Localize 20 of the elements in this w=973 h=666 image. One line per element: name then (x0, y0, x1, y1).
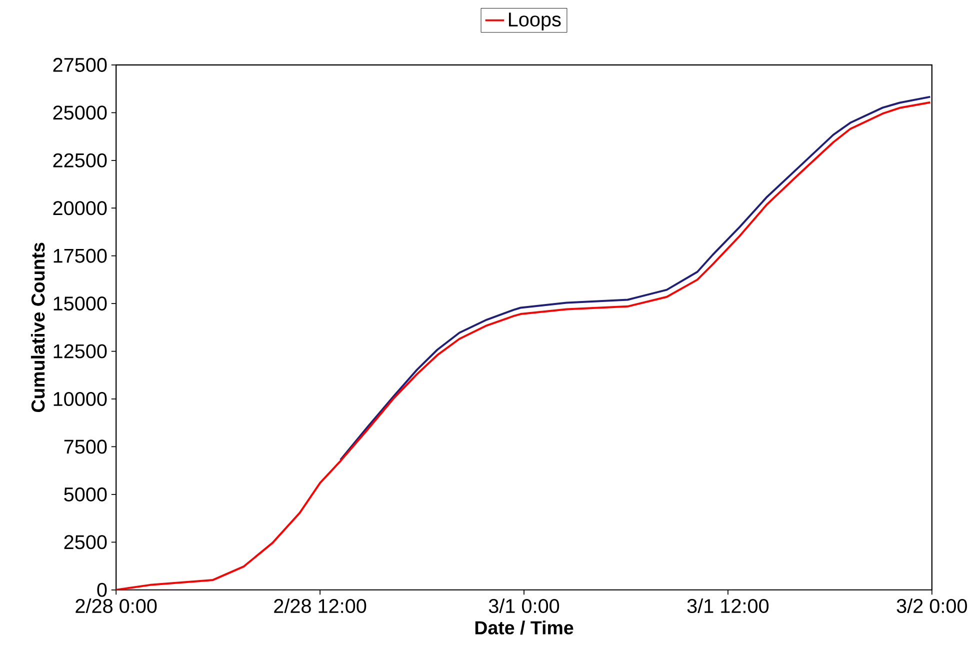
y-tick-label: 0 (97, 582, 107, 597)
y-tick-label: 27500 (53, 58, 107, 72)
y-tick-label: 20000 (53, 201, 107, 216)
x-tick-label: 2/28 12:00 (274, 598, 366, 614)
x-tick-label: 3/2 0:00 (896, 598, 967, 614)
x-tick-label: 3/1 0:00 (488, 598, 560, 614)
x-tick-label: 3/1 12:00 (687, 598, 769, 614)
y-axis-title: Cumulative Counts (30, 242, 45, 412)
x-axis-title: Date / Time (475, 620, 574, 635)
legend-label: Loops (508, 12, 561, 31)
y-tick-label: 7500 (64, 440, 107, 454)
y-tick-label: 5000 (64, 487, 107, 502)
y-tick-label: 22500 (53, 153, 107, 168)
y-tick-label: 10000 (54, 392, 107, 406)
y-tick-label: 2500 (64, 535, 107, 550)
x-tick-label: 2/28 0:00 (76, 598, 157, 614)
y-tick-label: 15000 (54, 296, 107, 311)
y-tick-label: 25000 (53, 106, 107, 120)
y-tick-label: 17500 (54, 248, 107, 263)
y-tick-label: 12500 (54, 344, 107, 358)
